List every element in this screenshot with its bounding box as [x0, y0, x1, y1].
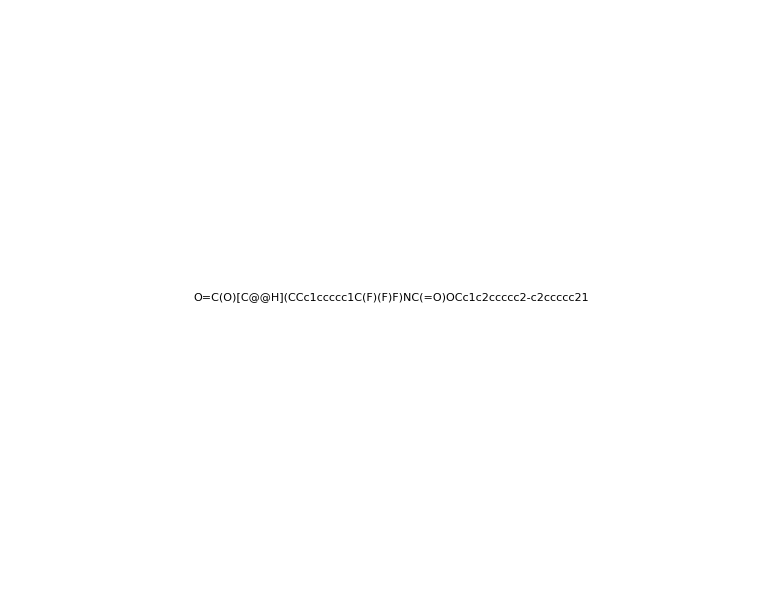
Text: O=C(O)[C@@H](CCc1ccccc1C(F)(F)F)NC(=O)OCc1c2ccccc2-c2ccccc21: O=C(O)[C@@H](CCc1ccccc1C(F)(F)F)NC(=O)OC…: [194, 293, 589, 302]
